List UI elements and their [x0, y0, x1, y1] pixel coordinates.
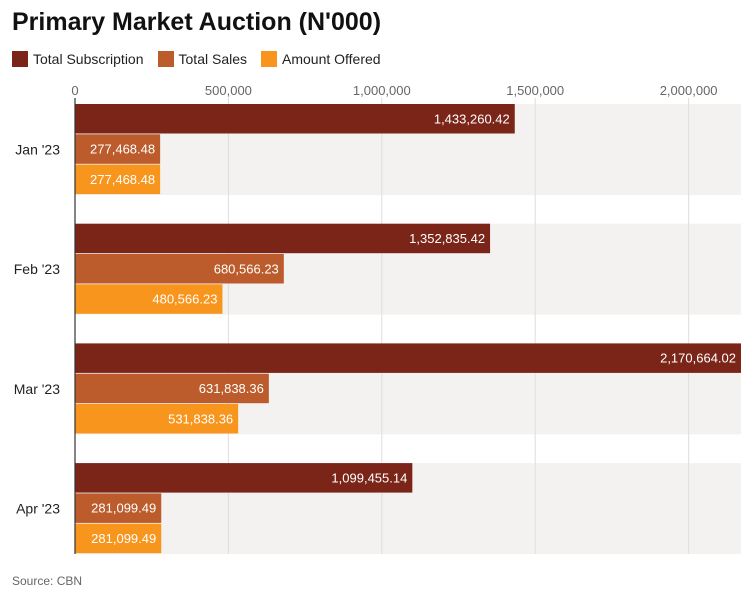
- legend-item-amount-offered: Amount Offered: [261, 51, 381, 67]
- source-note: Source: CBN: [12, 574, 83, 588]
- legend-swatch-amount-offered: [261, 51, 277, 67]
- bar-total-sales-jan-23: [75, 134, 161, 164]
- value-label-total-sales-jan-23: 277,468.48: [90, 142, 155, 157]
- x-tick-label-2000000: 2,000,000: [660, 83, 718, 98]
- bar-total-sales-feb-23: [75, 254, 284, 284]
- category-label-jan-23: Jan '23: [15, 142, 60, 158]
- value-label-total-subscription-feb-23: 1,352,835.42: [409, 231, 485, 246]
- bar-total-subscription-mar-23: [75, 343, 741, 373]
- value-label-total-subscription-apr-23: 1,099,455.14: [331, 470, 407, 485]
- value-label-total-subscription-mar-23: 2,170,664.02: [660, 351, 736, 366]
- legend-label-total-subscription: Total Subscription: [33, 51, 144, 67]
- bar-total-subscription-apr-23: [75, 463, 413, 493]
- legend: Total Subscription Total Sales Amount Of…: [12, 51, 395, 67]
- bar-total-sales-apr-23: [75, 493, 162, 523]
- bar-amount-offered-apr-23: [75, 523, 162, 554]
- chart-title: Primary Market Auction (N'000): [12, 8, 382, 36]
- value-label-amount-offered-jan-23: 277,468.48: [90, 172, 155, 187]
- value-label-amount-offered-mar-23: 531,838.36: [168, 411, 233, 426]
- value-label-total-sales-mar-23: 631,838.36: [199, 381, 264, 396]
- bar-amount-offered-mar-23: [75, 404, 239, 434]
- value-label-total-sales-apr-23: 281,099.49: [91, 501, 156, 516]
- legend-swatch-total-subscription: [12, 51, 28, 67]
- value-label-total-subscription-jan-23: 1,433,260.42: [434, 111, 510, 126]
- value-label-amount-offered-feb-23: 480,566.23: [152, 292, 217, 307]
- x-tick-label-1500000: 1,500,000: [506, 83, 564, 98]
- x-tick-label-0: 0: [71, 83, 78, 98]
- category-label-apr-23: Apr '23: [16, 501, 60, 517]
- legend-label-total-sales: Total Sales: [178, 51, 247, 67]
- bar-total-sales-mar-23: [75, 373, 269, 404]
- x-tick-label-1000000: 1,000,000: [353, 83, 411, 98]
- category-label-mar-23: Mar '23: [14, 381, 60, 397]
- x-tick-label-500000: 500,000: [205, 83, 252, 98]
- bar-amount-offered-jan-23: [75, 164, 161, 195]
- bar-amount-offered-feb-23: [75, 284, 223, 314]
- legend-item-total-subscription: Total Subscription: [12, 51, 144, 67]
- category-label-feb-23: Feb '23: [14, 261, 60, 277]
- legend-label-amount-offered: Amount Offered: [282, 51, 381, 67]
- value-label-total-sales-feb-23: 680,566.23: [214, 261, 279, 276]
- value-label-amount-offered-apr-23: 281,099.49: [91, 531, 156, 546]
- bar-total-subscription-feb-23: [75, 223, 491, 254]
- legend-item-total-sales: Total Sales: [157, 51, 247, 67]
- bar-total-subscription-jan-23: [75, 104, 515, 134]
- legend-swatch-total-sales: [157, 51, 174, 67]
